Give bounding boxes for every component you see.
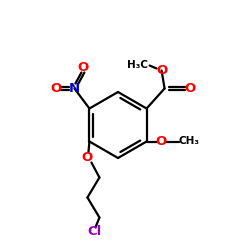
Text: O: O: [184, 82, 195, 95]
Text: O: O: [51, 82, 62, 95]
Text: Cl: Cl: [87, 225, 102, 238]
Text: O: O: [82, 151, 93, 164]
Text: O: O: [78, 61, 89, 74]
Text: H₃C: H₃C: [127, 60, 148, 70]
Text: N: N: [69, 82, 80, 95]
Text: CH₃: CH₃: [178, 136, 199, 146]
Text: O: O: [156, 64, 167, 77]
Text: O: O: [155, 135, 166, 148]
